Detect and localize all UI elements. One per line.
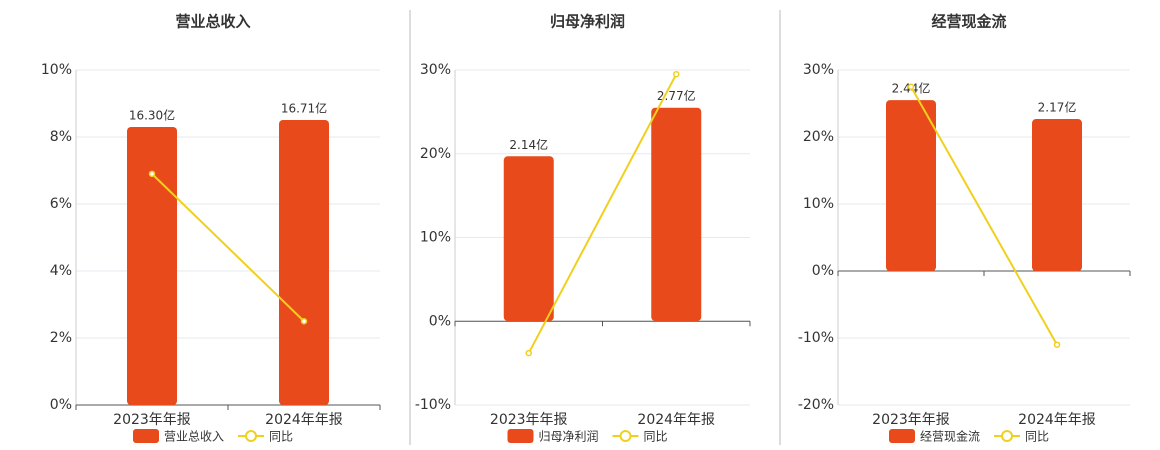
y-tick-label: 10% [803, 196, 834, 212]
legend-label: 归母净利润 [539, 430, 599, 444]
bar [1032, 119, 1082, 272]
y-tick-label: 10% [41, 62, 72, 78]
bar [886, 100, 936, 272]
y-tick-label: -20% [798, 397, 834, 413]
bar [503, 156, 554, 322]
legend-swatch [889, 429, 915, 443]
y-tick-label: 30% [420, 62, 451, 78]
line-point [148, 170, 156, 178]
legend-label: 经营现金流 [920, 429, 980, 444]
bar [651, 107, 702, 322]
data-label: 16.71亿 [281, 100, 327, 115]
chart-title: 经营现金流 [931, 13, 1006, 31]
chart-title: 营业总收入 [175, 13, 250, 31]
legend-label: 同比 [644, 430, 668, 444]
y-tick-label: 4% [50, 263, 72, 279]
data-label: 2.17亿 [1038, 100, 1077, 115]
x-tick-label: 2023年年报 [113, 412, 191, 428]
legend-swatch [507, 429, 534, 443]
x-tick-label: 2023年年报 [872, 412, 950, 428]
x-tick-label: 2024年年报 [1018, 412, 1096, 428]
line-point [300, 318, 308, 325]
line-point [907, 83, 915, 90]
x-tick-label: 2024年年报 [637, 412, 715, 428]
legend-label: 同比 [269, 430, 293, 444]
x-tick-label: 2023年年报 [490, 412, 568, 428]
y-tick-label: 2% [50, 330, 72, 346]
y-tick-label: 10% [420, 230, 451, 246]
line [151, 173, 305, 322]
legend-label: 营业总收入 [164, 430, 224, 444]
bar [127, 126, 177, 406]
legend-swatch [133, 429, 159, 443]
legend-swatch [619, 430, 632, 442]
line-point [673, 70, 680, 78]
line-point [525, 349, 532, 357]
data-label: 2.14亿 [509, 137, 548, 152]
legend-swatch [245, 430, 258, 442]
y-tick-label: -10% [415, 397, 451, 413]
chart-title: 归母净利润 [550, 13, 625, 31]
y-tick-label: 0% [50, 397, 72, 413]
y-tick-label: 30% [803, 62, 834, 78]
line-point [1053, 341, 1061, 348]
line [527, 73, 678, 354]
y-tick-label: -10% [798, 330, 834, 346]
data-label: 16.30亿 [129, 107, 175, 122]
y-tick-label: 8% [50, 129, 72, 145]
y-tick-label: 20% [420, 146, 451, 162]
bar [279, 119, 329, 406]
y-tick-label: 0% [812, 263, 834, 279]
y-tick-label: 6% [50, 196, 72, 212]
y-tick-label: 0% [429, 313, 451, 329]
x-tick-label: 2024年年报 [265, 412, 343, 428]
legend-swatch [1001, 430, 1014, 442]
legend-label: 同比 [1025, 430, 1049, 444]
line [910, 86, 1058, 346]
y-tick-label: 20% [803, 129, 834, 145]
